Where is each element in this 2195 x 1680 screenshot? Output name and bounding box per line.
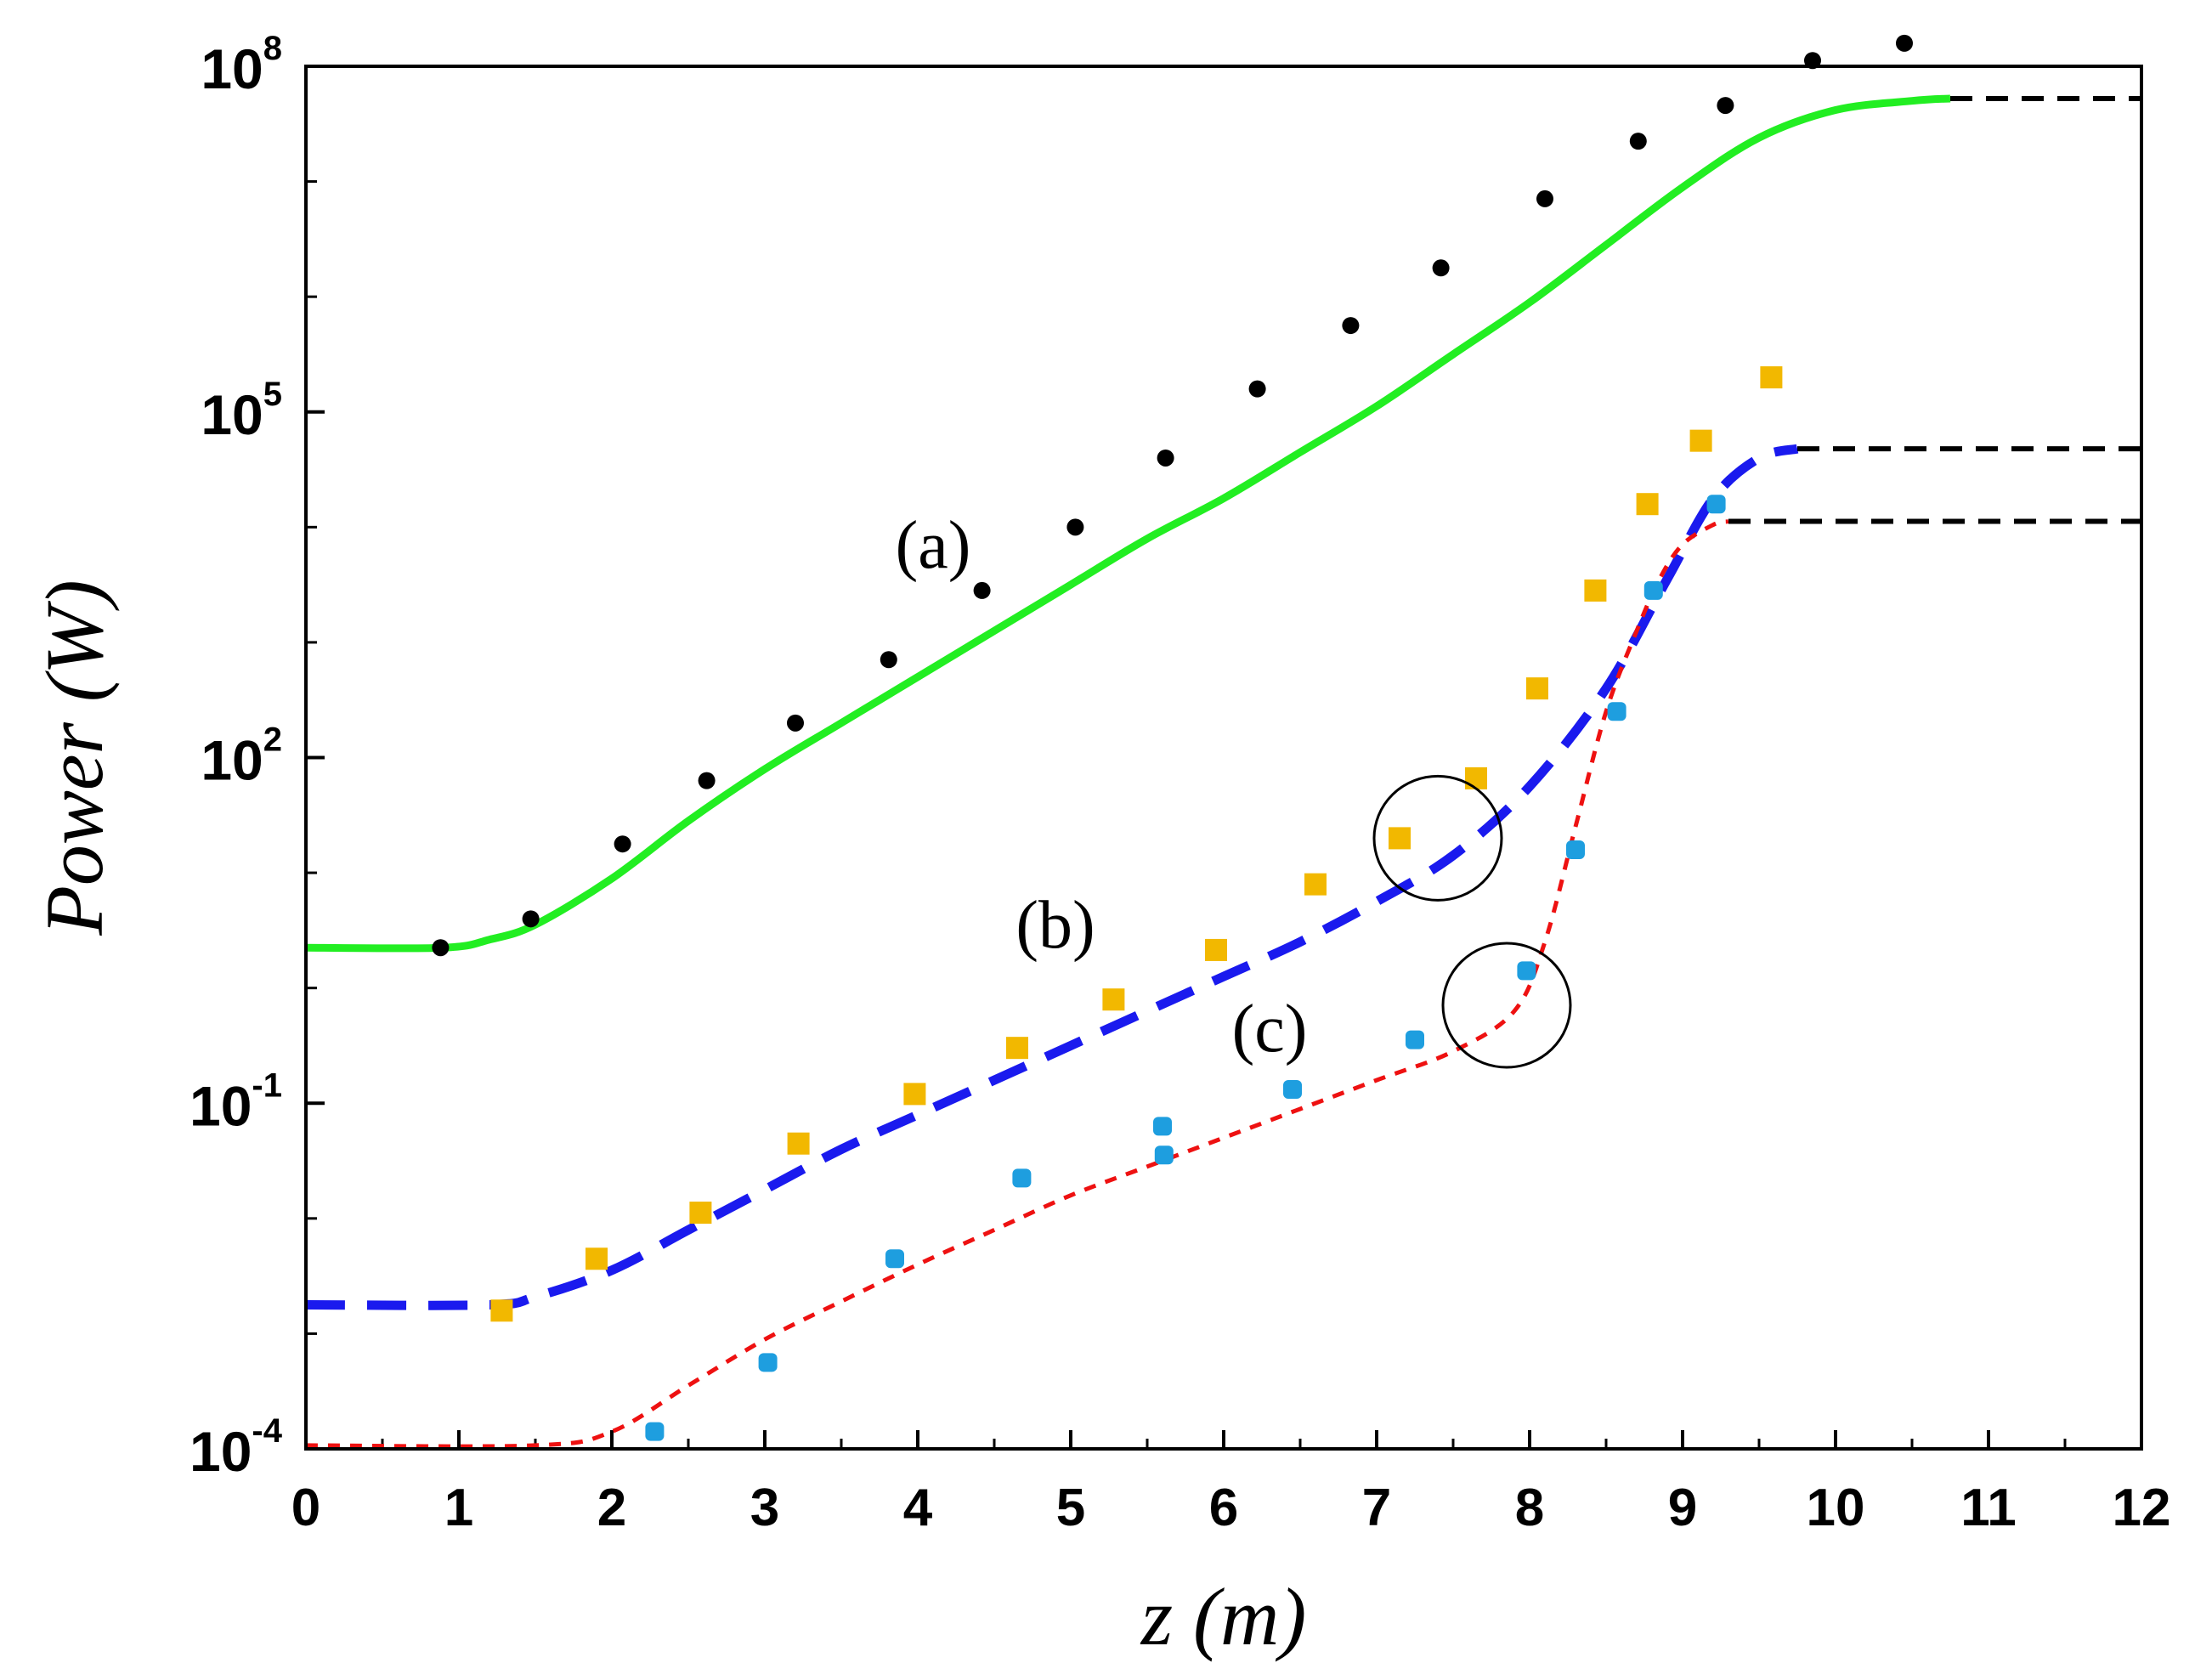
data-point-marker (1643, 580, 1663, 600)
x-tick-label: 0 (291, 1479, 320, 1537)
data-point-marker (1636, 493, 1659, 516)
data-point-marker (1536, 189, 1553, 207)
y-axis-title: Power (W) (29, 580, 120, 936)
y-tick-base: 10 (201, 37, 263, 100)
data-point-marker (1006, 1037, 1028, 1060)
axis-ticks (304, 65, 2143, 1451)
data-point-marker (1760, 366, 1783, 389)
x-tick-label: 5 (1056, 1479, 1085, 1537)
data-point-marker (758, 1353, 778, 1372)
annotation-layer: (a) (b) (c) (896, 508, 1572, 1069)
series-line-(b) (305, 444, 1799, 1310)
data-point-marker (787, 1132, 810, 1155)
data-point-marker (1526, 677, 1548, 700)
y-tick-exponent: -1 (252, 1066, 282, 1104)
x-tick-label: 11 (1960, 1479, 2017, 1537)
data-point-marker (614, 835, 631, 853)
data-point-marker (787, 714, 804, 732)
data-point-marker (1689, 429, 1712, 452)
series-line-(a) (305, 94, 1951, 953)
series-line-(c) (305, 519, 1729, 1449)
y-tick-base: 10 (190, 1420, 252, 1483)
data-point-marker (1406, 1030, 1424, 1049)
data-point-marker (1283, 1079, 1302, 1099)
data-point-marker (1432, 259, 1450, 277)
data-point-marker (1205, 938, 1227, 961)
data-point-marker (689, 1202, 712, 1225)
data-point-marker (1566, 840, 1585, 859)
data-point-marker (1304, 873, 1327, 896)
data-point-marker (1465, 766, 1487, 789)
data-point-marker (1102, 988, 1125, 1011)
x-tick-label: 9 (1668, 1479, 1697, 1537)
y-tick-label: 108 (201, 30, 282, 100)
x-axis-title: z (m) (1140, 1571, 1307, 1662)
y-tick-base: 10 (201, 729, 263, 792)
y-tick-label: 10-4 (190, 1412, 283, 1483)
data-point-marker (880, 651, 897, 669)
data-point-marker (490, 1299, 513, 1322)
x-tick-label: 6 (1209, 1479, 1238, 1537)
data-point-marker (1896, 34, 1913, 52)
data-point-marker (1389, 827, 1411, 850)
data-point-marker (1342, 317, 1360, 335)
y-tick-base: 10 (190, 1074, 252, 1137)
x-tick-label: 2 (597, 1479, 626, 1537)
highlight-circle (1372, 774, 1503, 902)
plot-area-frame (304, 65, 2143, 1451)
data-point-marker (1607, 702, 1626, 721)
data-point-marker (1717, 97, 1734, 115)
data-point-marker (1517, 961, 1536, 981)
x-tick-label: 1 (444, 1479, 473, 1537)
data-point-marker (903, 1083, 926, 1106)
highlight-circle (1441, 942, 1572, 1069)
data-point-marker (1248, 380, 1266, 398)
data-point-marker (1706, 495, 1726, 514)
curve-label: (c) (1232, 992, 1308, 1066)
data-point-marker (522, 910, 540, 928)
data-point-marker (698, 772, 716, 789)
x-tick-label: 4 (903, 1479, 933, 1537)
y-tick-label: 102 (201, 721, 282, 792)
y-tick-label: 105 (201, 376, 282, 446)
data-point-marker (645, 1422, 665, 1441)
data-point-marker (1153, 1117, 1172, 1136)
data-point-marker (1584, 579, 1607, 602)
data-point-marker (1154, 1145, 1174, 1165)
data-point-marker (1157, 449, 1174, 467)
data-point-marker (432, 939, 450, 957)
data-point-marker (586, 1247, 608, 1270)
x-tick-label: 12 (2113, 1479, 2171, 1537)
x-tick-label: 3 (750, 1479, 779, 1537)
y-tick-exponent: 5 (263, 376, 282, 413)
y-tick-base: 10 (201, 383, 263, 446)
data-point-marker (885, 1249, 904, 1269)
data-point-marker (973, 581, 991, 599)
curve-label: (a) (896, 508, 971, 583)
x-tick-label: 7 (1362, 1479, 1391, 1537)
series-layer (305, 34, 2141, 1449)
y-tick-exponent: 2 (263, 721, 282, 759)
data-point-marker (1629, 133, 1647, 150)
x-tick-label: 10 (1807, 1479, 1865, 1537)
data-point-marker (1066, 518, 1084, 536)
x-tick-label: 8 (1515, 1479, 1544, 1537)
y-tick-label: 10-1 (190, 1066, 282, 1137)
data-point-marker (1012, 1168, 1032, 1188)
y-tick-exponent: 8 (263, 30, 282, 67)
y-tick-exponent: -4 (252, 1412, 282, 1450)
curve-label: (b) (1015, 888, 1095, 963)
